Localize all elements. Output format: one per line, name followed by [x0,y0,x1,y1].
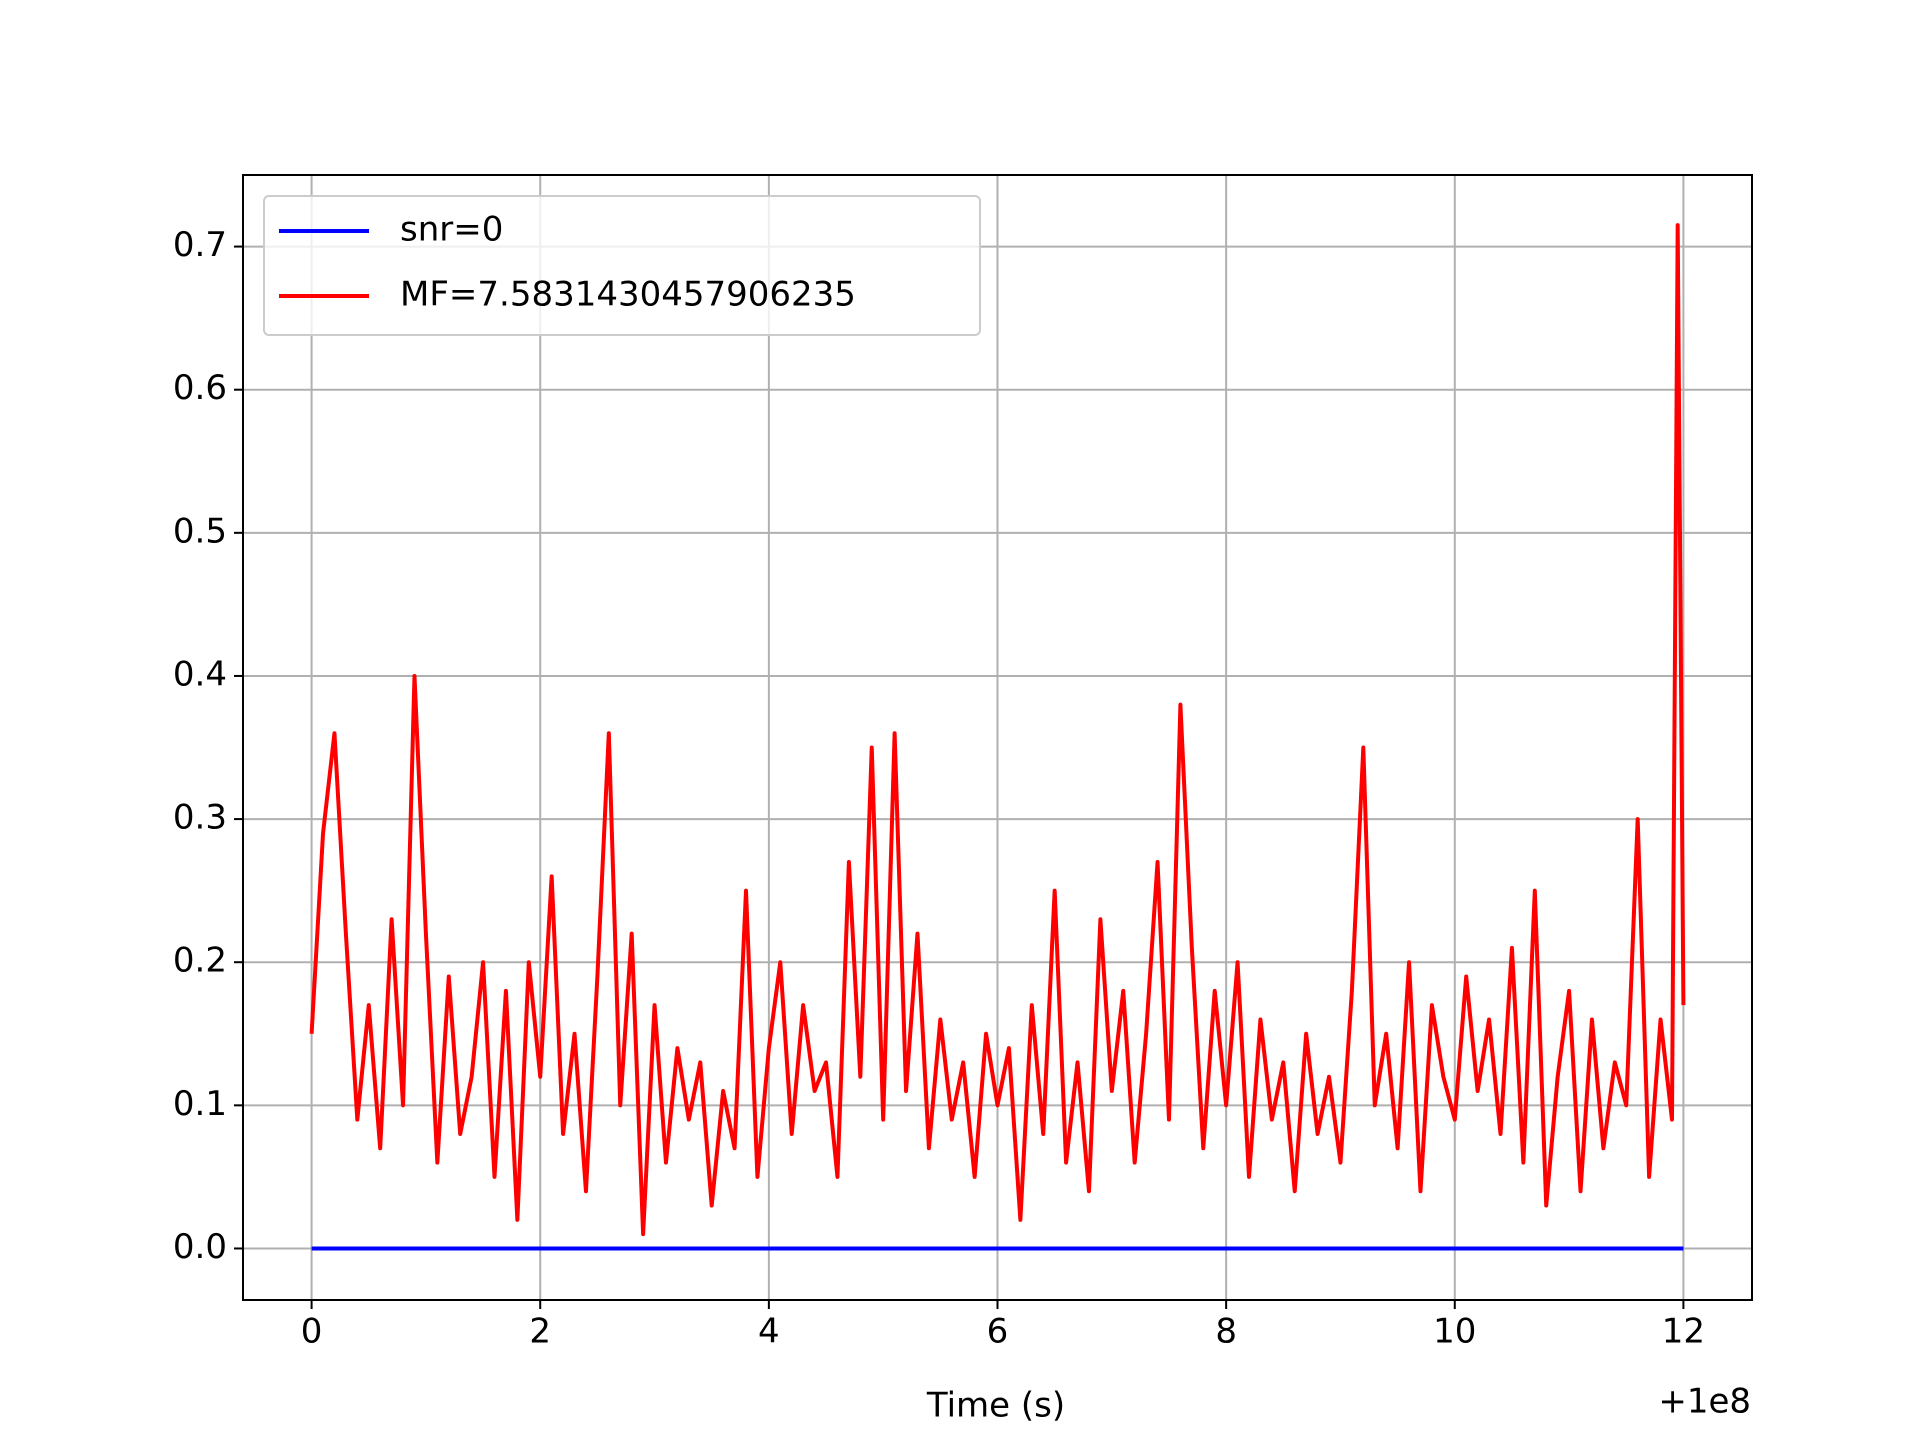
x-tick-label: 8 [1215,1312,1237,1352]
y-tick-label: 0.3 [173,798,227,838]
x-tick-label: 4 [758,1312,780,1352]
y-tick-label: 0.2 [173,941,227,981]
y-tick-label: 0.4 [173,654,227,694]
y-tick-label: 0.7 [173,225,227,265]
x-tick-label: 10 [1433,1312,1476,1352]
x-tick-label: 2 [529,1312,551,1352]
legend-label: MF=7.5831430457906235 [400,275,856,315]
x-offset-text: +1e8 [1658,1382,1751,1422]
legend-label: snr=0 [400,210,503,250]
data-line [309,223,1686,1237]
x-tick-label: 6 [987,1312,1009,1352]
legend-box [263,195,981,336]
y-tick-label: 0.5 [173,511,227,551]
y-tick-label: 0.1 [173,1084,227,1124]
x-axis-label: Time (s) [926,1386,1065,1426]
y-tick-label: 0.6 [173,368,227,408]
axes-frame [242,174,1753,1301]
y-tick-label: 0.0 [173,1227,227,1267]
x-tick-label: 12 [1662,1312,1705,1352]
x-tick-label: 0 [301,1312,323,1352]
